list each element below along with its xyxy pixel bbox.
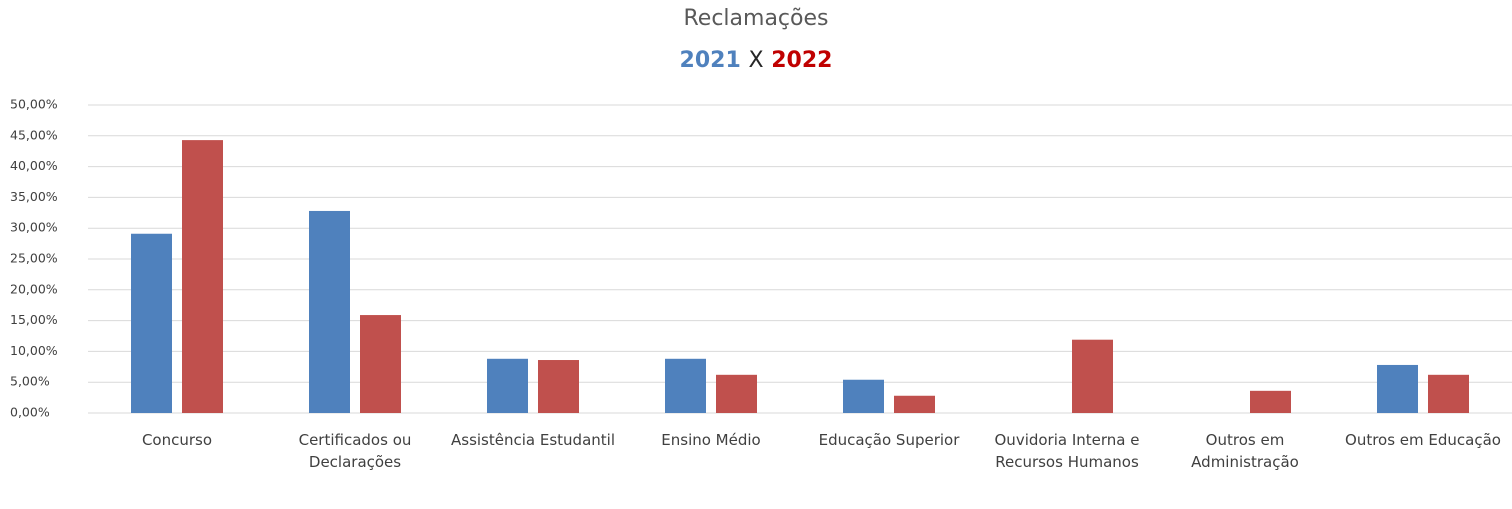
chart-title: Reclamações [683,6,829,31]
y-tick-label: 30,00% [10,220,58,235]
bar [716,374,757,413]
bar [1428,374,1469,413]
y-tick-label: 0,00% [10,405,50,420]
bar [665,358,706,413]
y-tick-label: 20,00% [10,281,58,296]
chart-subtitle: 2021 X 2022 [0,48,1512,73]
x-tick-label: Ouvidoria Interna e Recursos Humanos [994,431,1140,471]
y-tick-label: 25,00% [10,251,58,266]
x-tick-label: Certificados ou Declarações [298,431,412,471]
bar [1072,339,1113,413]
bar [894,395,935,413]
x-tick-label: Educação Superior [818,431,960,449]
bar [487,358,528,413]
bar [1250,390,1291,413]
y-tick-label: 45,00% [10,127,58,142]
x-tick-label: Assistência Estudantil [451,431,615,449]
y-tick-label: 5,00% [10,374,50,389]
subtitle-separator: X [748,48,764,73]
bar [309,210,350,413]
bar [131,233,172,413]
bar [1377,364,1418,413]
bar [843,379,884,413]
y-tick-label: 50,00% [10,97,58,112]
x-tick-label: Ensino Médio [661,431,761,449]
x-tick-label: Outros em Educação [1345,431,1501,449]
x-tick-label: Concurso [141,431,213,449]
x-tick-label: Outros em Administração [1191,431,1299,471]
bar [182,140,223,413]
subtitle-year: 2022 [771,48,833,73]
y-tick-label: 35,00% [10,189,58,204]
y-tick-label: 40,00% [10,158,58,173]
subtitle-year: 2021 [679,48,741,73]
bar [538,360,579,413]
y-tick-label: 10,00% [10,343,58,358]
bar [360,315,401,413]
y-tick-label: 15,00% [10,312,58,327]
